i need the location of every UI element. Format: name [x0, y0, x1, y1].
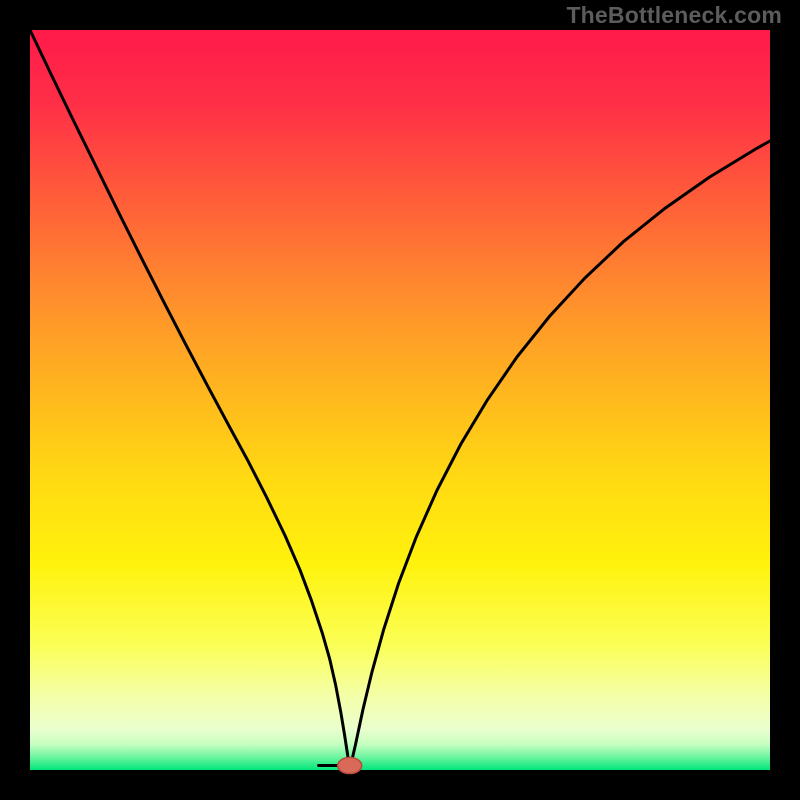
vertex-marker: [338, 758, 362, 774]
chart-frame: TheBottleneck.com: [0, 0, 800, 800]
plot-background: [30, 30, 770, 770]
bottleneck-chart: [0, 0, 800, 800]
watermark-text: TheBottleneck.com: [566, 2, 782, 29]
